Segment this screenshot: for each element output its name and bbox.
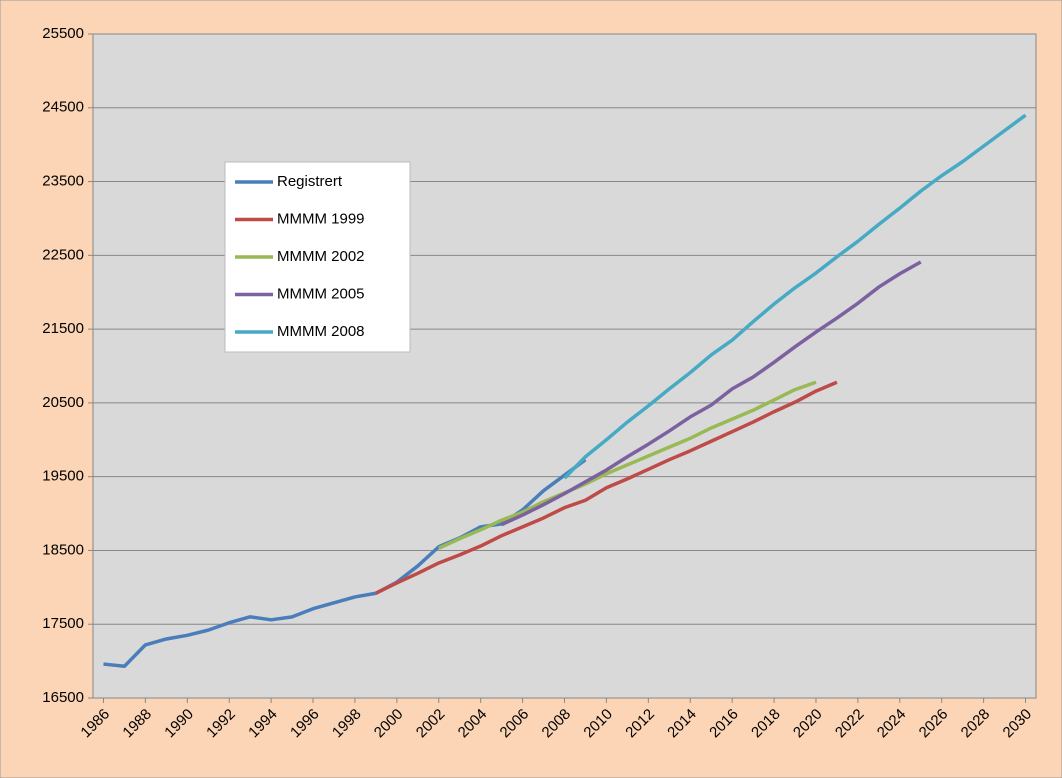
legend-label: MMMM 2005 — [277, 285, 365, 302]
y-tick-label: 21500 — [42, 320, 84, 337]
legend-label: MMMM 1999 — [277, 210, 365, 227]
series-line — [563, 113, 1027, 480]
y-tick-label: 17500 — [42, 615, 84, 632]
series-line — [438, 380, 817, 550]
series-line — [375, 380, 838, 595]
y-tick-label: 18500 — [42, 541, 84, 558]
series-line — [500, 260, 922, 527]
legend-label: Registrert — [277, 173, 343, 190]
y-tick-label: 20500 — [42, 394, 84, 411]
legend: Registrert MMMM 1999 MMMM 2002 MMMM 2005 MMM… — [224, 161, 411, 353]
legend-label: MMMM 2002 — [277, 248, 365, 265]
y-tick-label: 25500 — [42, 25, 84, 42]
y-tick-label: 23500 — [42, 173, 84, 190]
legend-label: MMMM 2008 — [277, 323, 365, 340]
plot-area — [92, 33, 1037, 699]
y-tick-label: 16500 — [42, 689, 84, 706]
y-tick-label: 19500 — [42, 468, 84, 485]
y-tick-label: 22500 — [42, 246, 84, 263]
y-tick-label: 24500 — [42, 99, 84, 116]
